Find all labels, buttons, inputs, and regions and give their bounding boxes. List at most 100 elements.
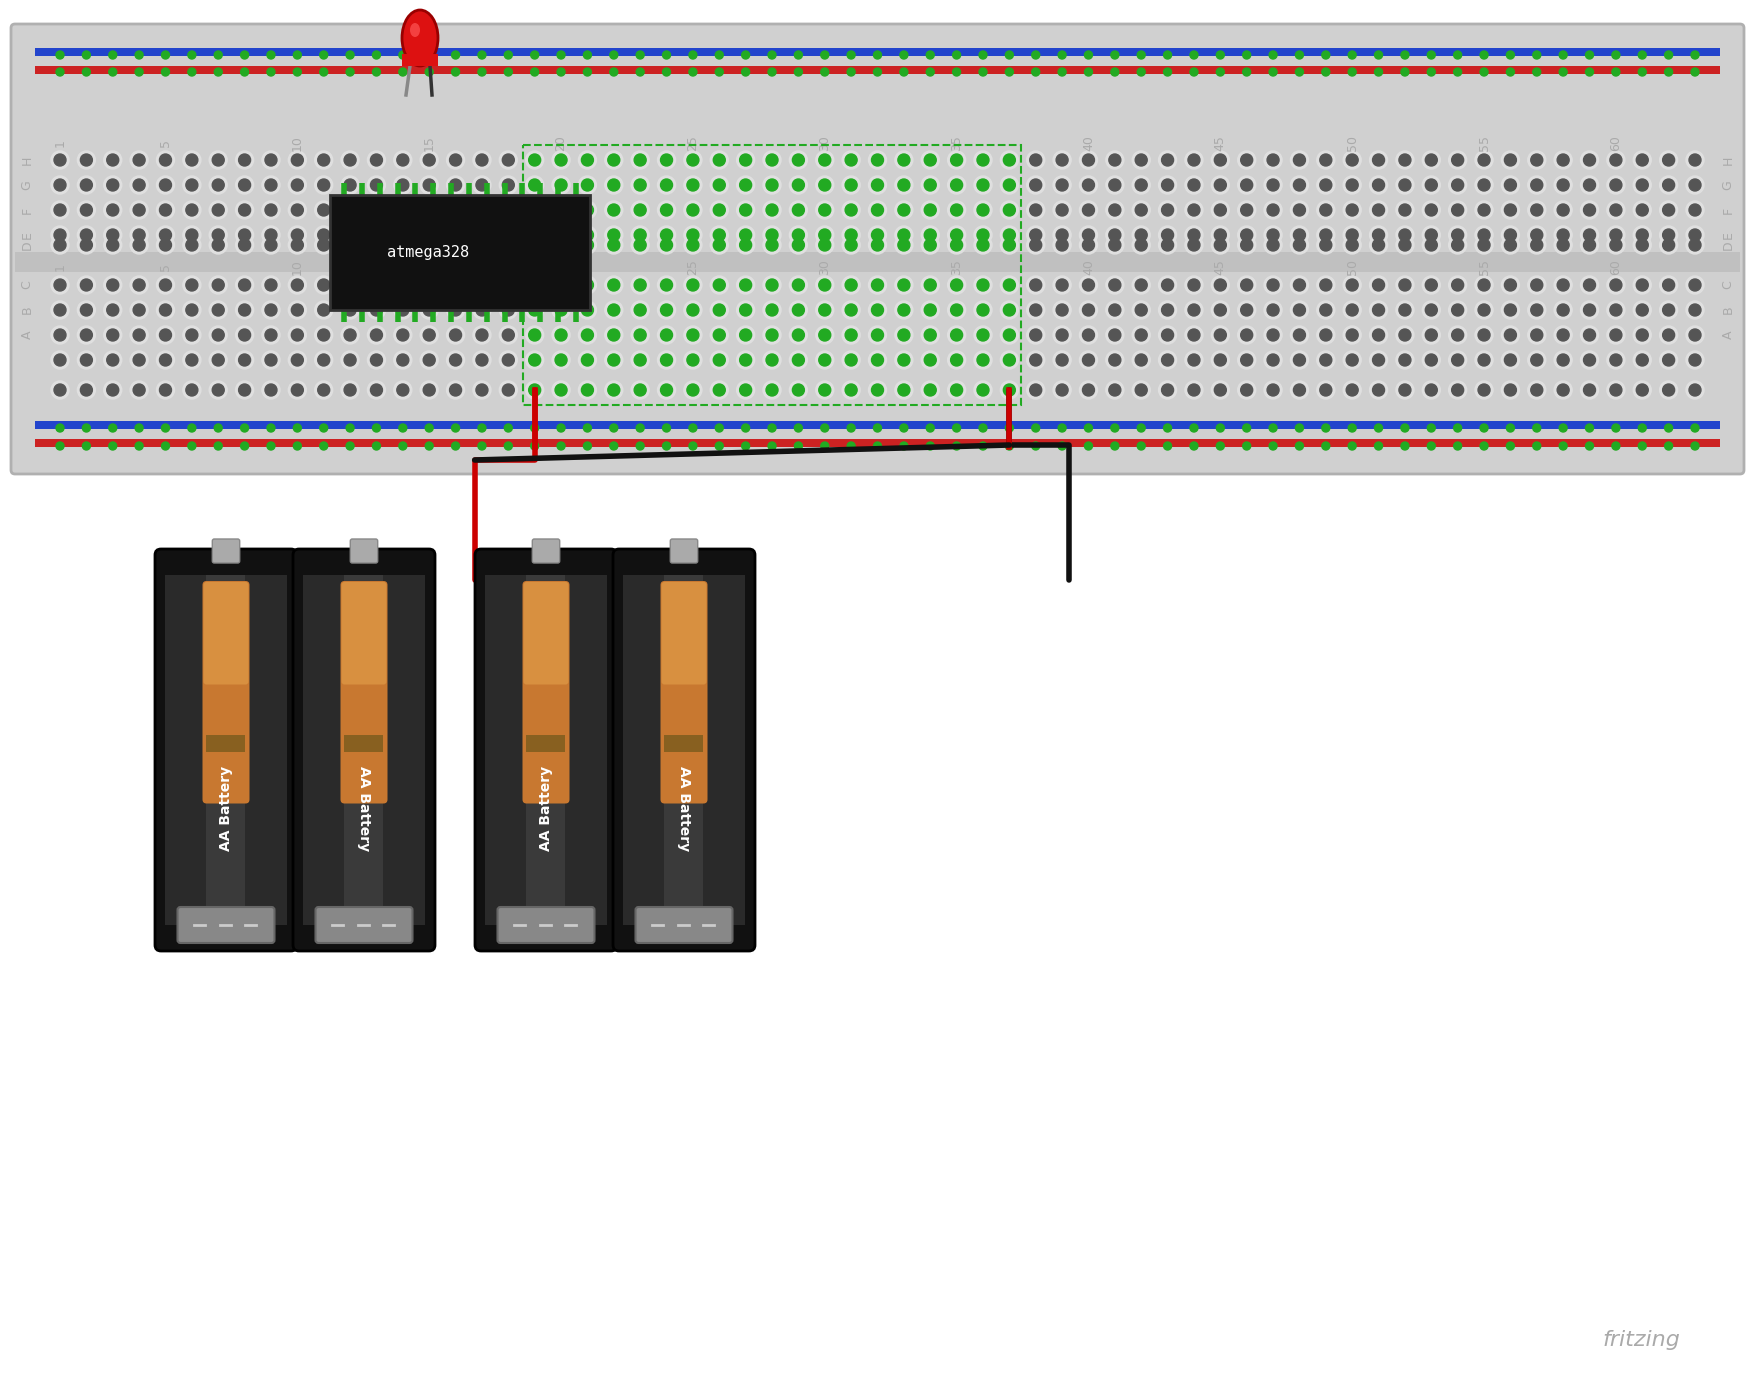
Circle shape xyxy=(1662,304,1674,315)
Circle shape xyxy=(927,51,934,59)
Circle shape xyxy=(1478,384,1490,397)
Text: 35: 35 xyxy=(949,135,963,151)
Circle shape xyxy=(1609,179,1622,191)
Text: AA Battery: AA Battery xyxy=(219,766,233,851)
Text: 15: 15 xyxy=(423,259,435,275)
Circle shape xyxy=(737,151,755,169)
Circle shape xyxy=(684,226,702,244)
Circle shape xyxy=(314,302,333,319)
Circle shape xyxy=(188,442,197,450)
Circle shape xyxy=(921,226,939,244)
Circle shape xyxy=(1637,442,1646,450)
Circle shape xyxy=(476,280,488,291)
Circle shape xyxy=(1083,329,1095,341)
Circle shape xyxy=(820,179,830,191)
Circle shape xyxy=(1372,204,1385,216)
Circle shape xyxy=(288,226,307,244)
Circle shape xyxy=(133,329,146,341)
Circle shape xyxy=(1557,329,1569,341)
Circle shape xyxy=(739,280,751,291)
Circle shape xyxy=(553,226,570,244)
Circle shape xyxy=(214,424,223,432)
Circle shape xyxy=(161,67,170,76)
Circle shape xyxy=(186,154,198,167)
Circle shape xyxy=(104,235,121,253)
Circle shape xyxy=(104,226,121,244)
Circle shape xyxy=(1032,67,1039,76)
Text: 50: 50 xyxy=(1346,259,1358,275)
Circle shape xyxy=(605,275,623,295)
Circle shape xyxy=(1478,154,1490,167)
Circle shape xyxy=(899,179,909,191)
Circle shape xyxy=(397,240,409,251)
Circle shape xyxy=(393,326,412,344)
Circle shape xyxy=(713,329,725,341)
Circle shape xyxy=(344,154,356,167)
Circle shape xyxy=(769,51,776,59)
Circle shape xyxy=(212,204,225,216)
Circle shape xyxy=(1079,351,1097,369)
Circle shape xyxy=(1109,179,1121,191)
Circle shape xyxy=(1555,302,1572,319)
Circle shape xyxy=(1269,442,1278,450)
Circle shape xyxy=(1634,226,1651,244)
Circle shape xyxy=(1558,51,1567,59)
Circle shape xyxy=(51,381,68,399)
Circle shape xyxy=(212,240,225,251)
Circle shape xyxy=(1320,384,1332,397)
Circle shape xyxy=(1264,226,1283,244)
Circle shape xyxy=(51,326,68,344)
Circle shape xyxy=(156,235,174,253)
Circle shape xyxy=(265,154,277,167)
Circle shape xyxy=(737,275,755,295)
Circle shape xyxy=(1557,280,1569,291)
Circle shape xyxy=(1320,240,1332,251)
Circle shape xyxy=(1478,179,1490,191)
Circle shape xyxy=(1106,326,1123,344)
Circle shape xyxy=(1422,176,1441,194)
Circle shape xyxy=(763,201,781,219)
Circle shape xyxy=(1343,235,1362,253)
Circle shape xyxy=(1399,154,1411,167)
Circle shape xyxy=(288,351,307,369)
Bar xyxy=(665,735,704,752)
Circle shape xyxy=(393,226,412,244)
Circle shape xyxy=(1687,226,1704,244)
Circle shape xyxy=(1502,302,1520,319)
Circle shape xyxy=(1474,235,1494,253)
Circle shape xyxy=(314,151,333,169)
Circle shape xyxy=(1529,235,1546,253)
Circle shape xyxy=(763,275,781,295)
Text: 45: 45 xyxy=(1214,259,1227,275)
Circle shape xyxy=(261,235,281,253)
Circle shape xyxy=(842,201,860,219)
Circle shape xyxy=(1083,229,1095,241)
Bar xyxy=(207,735,246,752)
Circle shape xyxy=(472,351,491,369)
FancyBboxPatch shape xyxy=(662,582,707,684)
Circle shape xyxy=(367,351,386,369)
Circle shape xyxy=(790,351,807,369)
Circle shape xyxy=(1111,424,1120,432)
Circle shape xyxy=(820,240,830,251)
Circle shape xyxy=(690,67,697,76)
Circle shape xyxy=(713,229,725,241)
Bar xyxy=(165,576,211,925)
Text: 1: 1 xyxy=(53,139,67,147)
Circle shape xyxy=(1293,354,1306,366)
Circle shape xyxy=(609,424,618,432)
Circle shape xyxy=(1555,226,1572,244)
Circle shape xyxy=(607,384,620,397)
Circle shape xyxy=(1164,67,1172,76)
Circle shape xyxy=(842,176,860,194)
Circle shape xyxy=(1372,354,1385,366)
Circle shape xyxy=(156,201,174,219)
Circle shape xyxy=(739,329,751,341)
Circle shape xyxy=(1343,302,1362,319)
Circle shape xyxy=(1427,51,1436,59)
Bar xyxy=(330,196,590,310)
Circle shape xyxy=(605,326,623,344)
Circle shape xyxy=(183,151,200,169)
Circle shape xyxy=(1027,201,1044,219)
Circle shape xyxy=(716,67,723,76)
